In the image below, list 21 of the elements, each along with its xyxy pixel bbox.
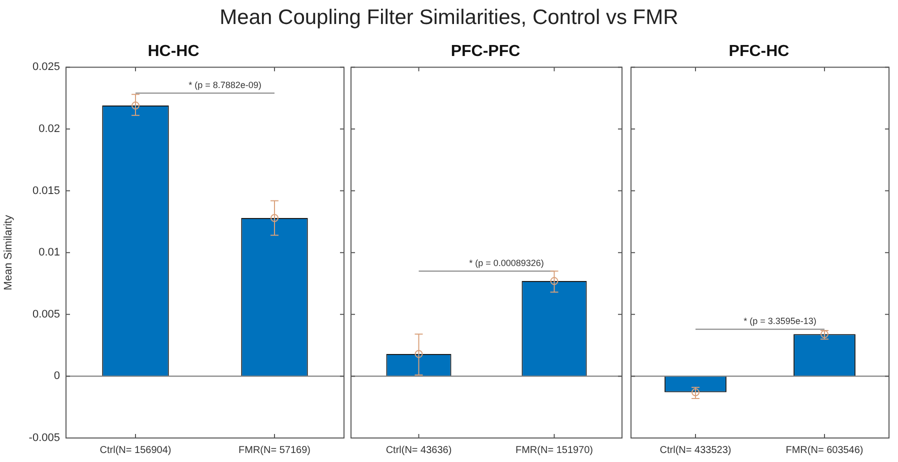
x-tick-label: FMR(N= 57169)	[238, 444, 310, 456]
chart-title: PFC-HC	[728, 43, 790, 60]
y-tick-label: 0.015	[32, 184, 60, 197]
y-axis-title: Mean Similarity	[2, 214, 15, 290]
annotation: * (p = 0.00089326)	[469, 258, 544, 268]
x-tick-label: FMR(N= 151970)	[515, 444, 594, 456]
x-tick-label: Ctrl(N= 43636)	[386, 444, 452, 456]
y-tick-label: 0.005	[32, 308, 60, 320]
text: Mean Coupling Filter Similarities, Control vs FMR	[218, 6, 680, 30]
x-tick-label: FMR(N= 603546)	[786, 444, 864, 456]
y-tick-label: 0	[54, 370, 60, 382]
x-tick-label: Ctrl(N= 156904)	[100, 444, 172, 456]
annotation: * (p = 8.7882e-09)	[188, 80, 262, 90]
x-tick-label: Ctrl(N= 433523)	[660, 444, 732, 456]
y-tick-label: 0.025	[32, 61, 60, 74]
y-tick-label: -0.005	[28, 432, 60, 444]
annotation: * (p = 3.3595e-13)	[744, 316, 816, 326]
chart-title: HC-HC	[148, 43, 200, 60]
chart-title: PFC-PFC	[450, 43, 521, 60]
y-tick-label: 0.02	[38, 123, 60, 136]
y-tick-label: 0.01	[38, 246, 60, 259]
